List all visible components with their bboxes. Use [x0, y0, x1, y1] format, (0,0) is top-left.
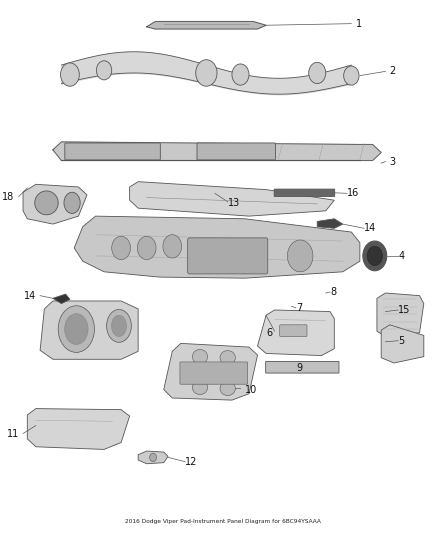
Polygon shape	[40, 301, 138, 359]
Ellipse shape	[192, 366, 208, 379]
Ellipse shape	[220, 367, 235, 381]
Ellipse shape	[65, 314, 88, 344]
Circle shape	[163, 235, 182, 258]
Text: 3: 3	[390, 157, 396, 166]
Ellipse shape	[58, 306, 95, 352]
Circle shape	[137, 236, 156, 260]
Circle shape	[232, 64, 249, 85]
Text: 7: 7	[296, 303, 302, 313]
Circle shape	[344, 66, 359, 85]
Text: 2: 2	[390, 67, 396, 76]
Polygon shape	[53, 294, 70, 304]
Text: 14: 14	[364, 223, 376, 233]
Ellipse shape	[112, 316, 127, 336]
Circle shape	[363, 241, 387, 271]
Circle shape	[287, 240, 313, 272]
FancyBboxPatch shape	[180, 362, 248, 384]
Polygon shape	[164, 343, 258, 400]
Text: 14: 14	[24, 290, 36, 301]
Text: 8: 8	[330, 287, 336, 297]
Ellipse shape	[106, 310, 131, 342]
Polygon shape	[317, 219, 343, 228]
Text: 16: 16	[347, 188, 359, 198]
FancyBboxPatch shape	[65, 143, 160, 160]
Ellipse shape	[220, 381, 235, 395]
Polygon shape	[147, 21, 266, 29]
Polygon shape	[27, 409, 130, 449]
FancyBboxPatch shape	[265, 361, 339, 373]
Polygon shape	[377, 293, 424, 336]
Polygon shape	[53, 142, 381, 160]
Text: 18: 18	[2, 191, 14, 201]
Ellipse shape	[192, 380, 208, 394]
Text: 4: 4	[398, 251, 404, 261]
Text: 10: 10	[245, 384, 257, 394]
Circle shape	[309, 62, 326, 84]
Circle shape	[60, 63, 79, 86]
Circle shape	[367, 246, 382, 265]
Circle shape	[150, 453, 156, 462]
Ellipse shape	[35, 191, 58, 215]
Polygon shape	[381, 325, 424, 363]
Text: 9: 9	[296, 364, 302, 373]
Text: 12: 12	[185, 457, 198, 466]
Text: 15: 15	[398, 305, 410, 315]
Polygon shape	[258, 310, 334, 356]
FancyBboxPatch shape	[280, 325, 307, 336]
Ellipse shape	[220, 351, 235, 365]
Text: 13: 13	[228, 198, 240, 208]
FancyBboxPatch shape	[187, 238, 268, 274]
Ellipse shape	[64, 192, 80, 214]
Circle shape	[112, 236, 131, 260]
Ellipse shape	[192, 350, 208, 364]
Text: 5: 5	[398, 336, 404, 346]
Text: 11: 11	[7, 429, 19, 439]
Polygon shape	[74, 216, 360, 278]
Text: 6: 6	[266, 328, 272, 338]
Text: 2016 Dodge Viper Pad-Instrument Panel Diagram for 6BC94YSAAA: 2016 Dodge Viper Pad-Instrument Panel Di…	[126, 519, 321, 523]
FancyBboxPatch shape	[197, 143, 276, 160]
Circle shape	[96, 61, 112, 80]
FancyBboxPatch shape	[274, 189, 335, 197]
Polygon shape	[130, 182, 334, 216]
Text: 1: 1	[356, 19, 362, 29]
Polygon shape	[23, 184, 87, 224]
Circle shape	[196, 60, 217, 86]
Polygon shape	[138, 451, 168, 464]
